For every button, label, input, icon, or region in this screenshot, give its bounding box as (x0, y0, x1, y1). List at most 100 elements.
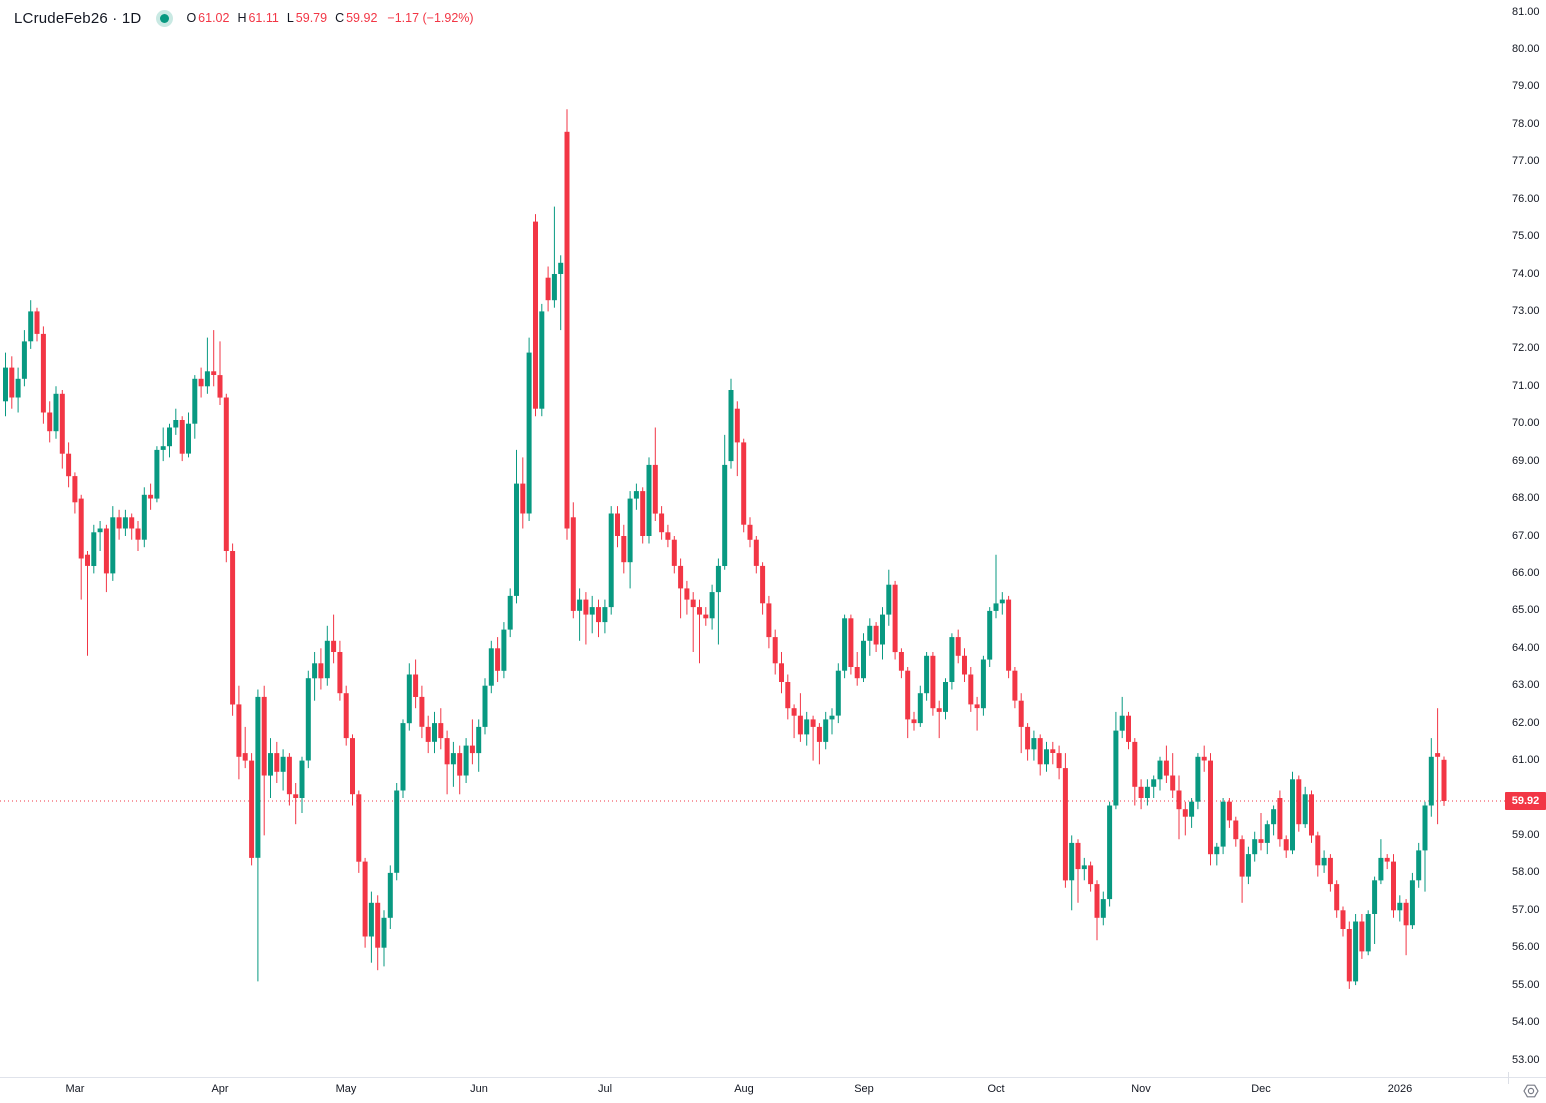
candle (1416, 842, 1422, 888)
candle (873, 622, 879, 652)
candle (583, 592, 589, 645)
candle (791, 704, 797, 739)
candle (1201, 745, 1207, 772)
candle (1359, 914, 1365, 959)
candle (1113, 711, 1119, 810)
candle (318, 648, 324, 690)
candle (1189, 798, 1195, 828)
candle (709, 584, 715, 630)
candle (1031, 730, 1037, 761)
candle (198, 367, 204, 398)
price-chart-pane[interactable]: LCrudeFeb26 · 1D O 61.02 H 61.11 L 59.79… (0, 0, 1508, 1077)
candle (1277, 790, 1283, 847)
candle (1006, 595, 1012, 679)
candle (211, 330, 217, 387)
candle (1372, 876, 1378, 944)
open-value: 61.02 (198, 11, 230, 25)
candle (526, 337, 532, 521)
candle (1176, 775, 1182, 840)
candle (1296, 775, 1302, 832)
candlestick-series (0, 109, 1508, 989)
price-tick-label: 63.00 (1512, 679, 1540, 691)
candle (350, 734, 355, 806)
close-value: 59.92 (346, 11, 378, 25)
candle (968, 667, 974, 712)
price-tick-label: 54.00 (1512, 1016, 1540, 1028)
price-tick-label: 66.00 (1512, 567, 1540, 579)
candle (217, 341, 223, 405)
candle (816, 723, 822, 765)
candle (160, 427, 166, 462)
price-tick-label: 68.00 (1512, 492, 1540, 504)
candle (974, 696, 980, 731)
candle (47, 401, 53, 443)
candle (116, 509, 122, 540)
candle (1283, 835, 1289, 858)
candle (343, 685, 349, 746)
candle (1428, 738, 1434, 817)
market-status-dot-icon[interactable] (156, 9, 174, 27)
candle (1050, 741, 1056, 765)
candle (1309, 790, 1314, 843)
candle (943, 678, 948, 720)
candle (1100, 891, 1106, 926)
candle (741, 438, 747, 533)
candle (1012, 667, 1018, 709)
candle (570, 502, 576, 619)
candle (230, 543, 236, 716)
candle (1245, 846, 1251, 885)
candle (1233, 816, 1239, 847)
candle (192, 375, 198, 439)
price-tick-label: 57.00 (1512, 904, 1540, 916)
candle (898, 648, 904, 679)
candle (53, 386, 59, 439)
time-axis[interactable]: Mar Apr May Jun Jul Aug Sep Oct Nov Dec 2026 (0, 1072, 1546, 1103)
candle (1037, 734, 1043, 776)
candle (936, 700, 942, 739)
time-tick-label: Nov (1131, 1083, 1151, 1095)
axis-corner-tick (1508, 1072, 1509, 1084)
candle (1302, 786, 1308, 828)
candle (1239, 835, 1245, 903)
price-scale-settings-icon[interactable] (1522, 1082, 1539, 1099)
time-tick-label: Sep (854, 1083, 874, 1095)
candle (9, 356, 15, 409)
candle (375, 895, 381, 971)
candle (167, 423, 172, 458)
candle (804, 711, 810, 746)
candle (1441, 756, 1447, 806)
candle (1226, 798, 1232, 828)
candle (1321, 850, 1327, 873)
candle (785, 674, 791, 720)
symbol-title[interactable]: LCrudeFeb26 · 1D (14, 9, 142, 27)
candle (1327, 854, 1333, 892)
candle (495, 637, 501, 682)
candle (356, 790, 362, 873)
candle (476, 719, 482, 772)
candle (1384, 854, 1390, 870)
candle (596, 599, 601, 638)
candle (514, 449, 519, 604)
candle (1346, 921, 1352, 989)
candle (753, 536, 759, 574)
price-tick-label: 72.00 (1512, 342, 1540, 354)
price-tick-label: 67.00 (1512, 530, 1540, 542)
candle (362, 857, 368, 948)
candle (848, 614, 854, 675)
price-tick-label: 76.00 (1512, 193, 1540, 205)
candle (621, 524, 627, 574)
candle (186, 412, 191, 458)
candle (268, 738, 273, 798)
candle (760, 562, 766, 615)
candle (1025, 723, 1031, 761)
candle (558, 255, 564, 331)
candle (413, 659, 419, 709)
time-tick-label: Jul (597, 1083, 613, 1095)
candle (1126, 711, 1131, 750)
candle (249, 753, 255, 866)
price-axis[interactable]: 59.92 81.00 80.00 79.00 78.00 77.00 76.00 75.0… (1505, 0, 1546, 1077)
candle (78, 494, 84, 600)
candle (703, 607, 709, 626)
candle (97, 521, 103, 551)
candle (305, 670, 311, 769)
